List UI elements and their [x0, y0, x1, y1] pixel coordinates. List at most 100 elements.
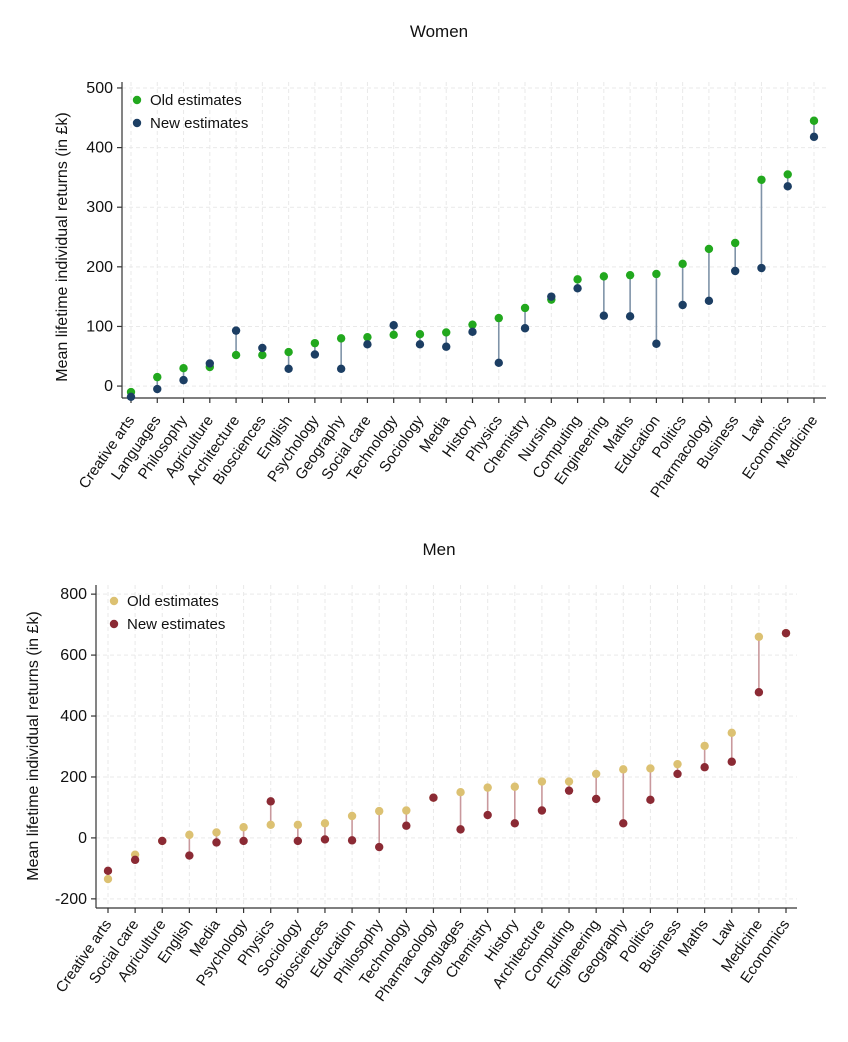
- men-y-tick-label: 200: [60, 769, 87, 786]
- women-old-estimate-point: [809, 116, 819, 125]
- men-category-label: Maths: [675, 917, 712, 960]
- men-new-estimate-point: [212, 838, 221, 847]
- women-new-estimate-point: [415, 340, 425, 349]
- women-new-estimate-point: [205, 359, 215, 368]
- men-old-estimate-point: [727, 728, 736, 737]
- women-old-estimate-point: [153, 372, 162, 382]
- women-new-estimate-point: [678, 300, 687, 310]
- women-legend-marker: [132, 95, 142, 105]
- women-old-estimate-point: [783, 170, 792, 179]
- women-new-estimate-point: [336, 364, 346, 373]
- men-old-estimate-point: [619, 765, 628, 774]
- women-new-estimate-point: [625, 312, 635, 321]
- men-chart-title: Men: [422, 540, 455, 559]
- men-new-estimate-point: [619, 819, 628, 828]
- men-new-estimate-point: [320, 835, 330, 844]
- women-old-estimate-point: [573, 275, 582, 284]
- women-panel: Women Mean lifetime individual returns (…: [54, 22, 826, 501]
- women-new-estimate-point: [284, 364, 293, 373]
- men-old-estimate-point: [402, 806, 411, 815]
- women-new-estimate-point: [783, 182, 792, 191]
- men-old-estimate-point: [320, 819, 330, 828]
- men-new-estimate-point: [754, 688, 764, 697]
- men-panel: Men Mean lifetime individual returns (in…: [25, 540, 797, 1005]
- women-old-estimate-point: [231, 350, 241, 360]
- women-old-estimate-point: [625, 270, 635, 280]
- men-new-estimate-point: [293, 836, 303, 846]
- women-y-tick-label: 0: [104, 378, 113, 395]
- women-new-estimate-point: [310, 350, 320, 359]
- men-legend-label: New estimates: [127, 616, 225, 633]
- women-old-estimate-point: [468, 320, 477, 329]
- men-new-estimate-point: [402, 821, 411, 830]
- men-old-estimate-point: [375, 806, 384, 816]
- women-new-estimate-point: [730, 266, 740, 276]
- women-y-tick-label: 400: [86, 140, 113, 157]
- women-new-estimate-point: [363, 340, 372, 349]
- women-new-estimate-point: [573, 284, 582, 293]
- women-new-estimate-point: [652, 339, 661, 348]
- men-new-estimate-point: [510, 819, 519, 828]
- men-old-estimate-point: [510, 782, 519, 791]
- women-y-tick-label: 100: [86, 318, 113, 335]
- men-old-estimate-point: [347, 811, 357, 821]
- men-new-estimate-point: [700, 763, 709, 772]
- men-new-estimate-point: [375, 842, 384, 852]
- men-new-estimate-point: [185, 851, 194, 860]
- women-new-estimate-point: [389, 321, 398, 330]
- women-old-estimate-point: [389, 330, 398, 339]
- men-y-tick-label: 0: [78, 830, 87, 847]
- men-new-estimate-point: [564, 786, 574, 795]
- women-new-estimate-point: [704, 296, 714, 306]
- men-y-axis-label: Mean lifetime individual returns (in £k): [25, 611, 42, 880]
- men-new-estimate-point: [646, 795, 655, 805]
- women-old-estimate-point: [415, 330, 425, 339]
- men-old-estimate-point: [483, 783, 492, 792]
- women-old-estimate-point: [704, 244, 714, 254]
- men-new-estimate-point: [347, 836, 357, 845]
- women-y-axis-label: Mean lifetime individual returns (in £k): [54, 112, 71, 381]
- men-y-tick-label: -200: [55, 891, 87, 908]
- women-old-estimate-point: [730, 238, 740, 248]
- men-old-estimate-point: [239, 823, 248, 832]
- men-old-estimate-point: [591, 769, 601, 779]
- men-new-estimate-point: [483, 810, 492, 820]
- women-old-estimate-point: [258, 350, 267, 360]
- men-old-estimate-point: [537, 777, 547, 786]
- men-old-estimate-point: [754, 632, 764, 642]
- men-new-estimate-point: [266, 797, 275, 806]
- women-new-estimate-point: [258, 343, 267, 353]
- men-old-estimate-point: [293, 820, 303, 830]
- women-new-estimate-point: [757, 263, 766, 273]
- women-new-estimate-point: [231, 326, 241, 335]
- men-old-estimate-point: [564, 777, 574, 786]
- women-new-estimate-point: [442, 342, 451, 351]
- men-y-tick-label: 400: [60, 708, 87, 725]
- men-new-estimate-point: [781, 628, 791, 638]
- women-old-estimate-point: [284, 347, 293, 357]
- men-old-estimate-point: [103, 874, 113, 884]
- women-legend-label: Old estimates: [150, 92, 242, 109]
- men-new-estimate-point: [591, 794, 601, 804]
- women-legend-label: New estimates: [150, 115, 248, 132]
- women-new-estimate-point: [126, 392, 136, 402]
- women-y-tick-label: 200: [86, 259, 113, 276]
- women-chart-title: Women: [410, 22, 468, 41]
- men-new-estimate-point: [727, 757, 736, 766]
- men-old-estimate-point: [212, 828, 221, 837]
- women-old-estimate-point: [757, 175, 766, 184]
- women-y-tick-label: 500: [86, 80, 113, 97]
- men-y-tick-label: 800: [60, 586, 87, 603]
- men-new-estimate-point: [239, 836, 248, 846]
- men-legend-marker: [109, 596, 119, 606]
- women-new-estimate-point: [520, 324, 530, 333]
- men-new-estimate-point: [537, 806, 547, 815]
- women-old-estimate-point: [179, 363, 188, 373]
- women-new-estimate-point: [809, 132, 819, 142]
- men-old-estimate-point: [266, 820, 275, 830]
- women-old-estimate-point: [442, 328, 451, 337]
- women-new-estimate-point: [153, 384, 162, 394]
- men-new-estimate-point: [158, 836, 167, 846]
- women-old-estimate-point: [652, 269, 661, 279]
